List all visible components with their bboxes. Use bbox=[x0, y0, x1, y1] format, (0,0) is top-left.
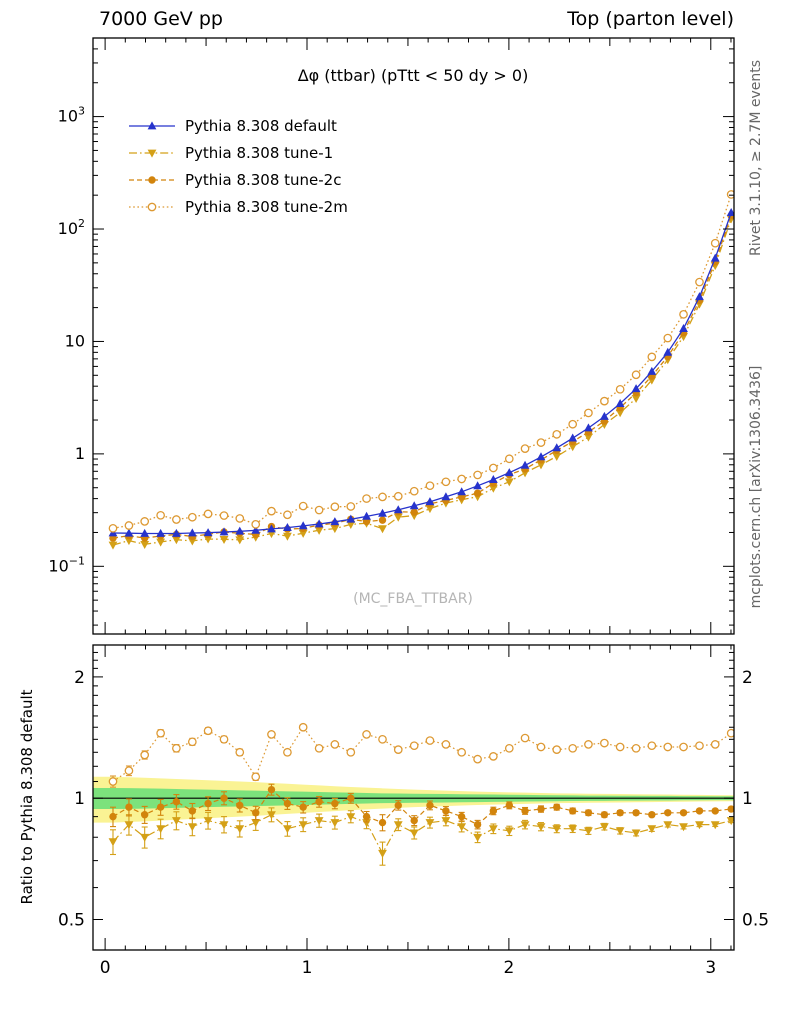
legend-marker-default-icon bbox=[129, 120, 175, 129]
svg-text:1: 1 bbox=[302, 958, 313, 978]
legend-item-tune-1: Pythia 8.308 tune-1 bbox=[128, 139, 348, 166]
legend-item-tune-2m: Pythia 8.308 tune-2m bbox=[128, 193, 348, 220]
mcplots-reference-label: mcplots.cern.ch [arXiv:1306.3436] bbox=[748, 365, 764, 609]
svg-text:102: 102 bbox=[58, 217, 85, 238]
svg-text:103: 103 bbox=[58, 105, 85, 126]
legend-label-default: Pythia 8.308 default bbox=[185, 116, 337, 135]
svg-text:10−1: 10−1 bbox=[48, 554, 85, 575]
legend-marker-tune-1-icon bbox=[129, 149, 175, 158]
legend-marker-tune-2c-icon bbox=[129, 175, 175, 184]
legend-item-default: Pythia 8.308 default bbox=[128, 112, 348, 139]
svg-text:2: 2 bbox=[74, 668, 85, 688]
svg-text:1: 1 bbox=[74, 789, 85, 809]
svg-text:0.5: 0.5 bbox=[58, 910, 85, 930]
legend-label-tune-2c: Pythia 8.308 tune-2c bbox=[185, 170, 342, 189]
svg-text:1: 1 bbox=[742, 789, 753, 809]
svg-text:2: 2 bbox=[742, 668, 753, 688]
legend-label-tune-1: Pythia 8.308 tune-1 bbox=[185, 143, 334, 162]
svg-text:2: 2 bbox=[503, 958, 514, 978]
legend: Pythia 8.308 default Pythia 8.308 tune-1… bbox=[128, 112, 348, 220]
rivet-version-label: Rivet 3.1.10, ≥ 2.7M events bbox=[748, 59, 764, 257]
ratio-axis-title: Ratio to Pythia 8.308 default bbox=[18, 689, 36, 905]
legend-label-tune-2m: Pythia 8.308 tune-2m bbox=[185, 197, 348, 216]
beam-energy-label: 7000 GeV pp bbox=[99, 8, 223, 30]
svg-text:3: 3 bbox=[705, 958, 716, 978]
svg-text:1: 1 bbox=[75, 444, 85, 463]
legend-marker-tune-2m-icon bbox=[129, 202, 175, 211]
svg-text:0: 0 bbox=[100, 958, 111, 978]
analysis-watermark: (MC_FBA_TTBAR) bbox=[353, 591, 473, 607]
legend-item-tune-2c: Pythia 8.308 tune-2c bbox=[128, 166, 348, 193]
svg-text:0.5: 0.5 bbox=[742, 910, 769, 930]
observable-title: Δφ (ttbar) (pTtt < 50 dy > 0) bbox=[297, 66, 529, 85]
svg-text:10: 10 bbox=[65, 331, 85, 350]
process-label: Top (parton level) bbox=[567, 8, 734, 30]
